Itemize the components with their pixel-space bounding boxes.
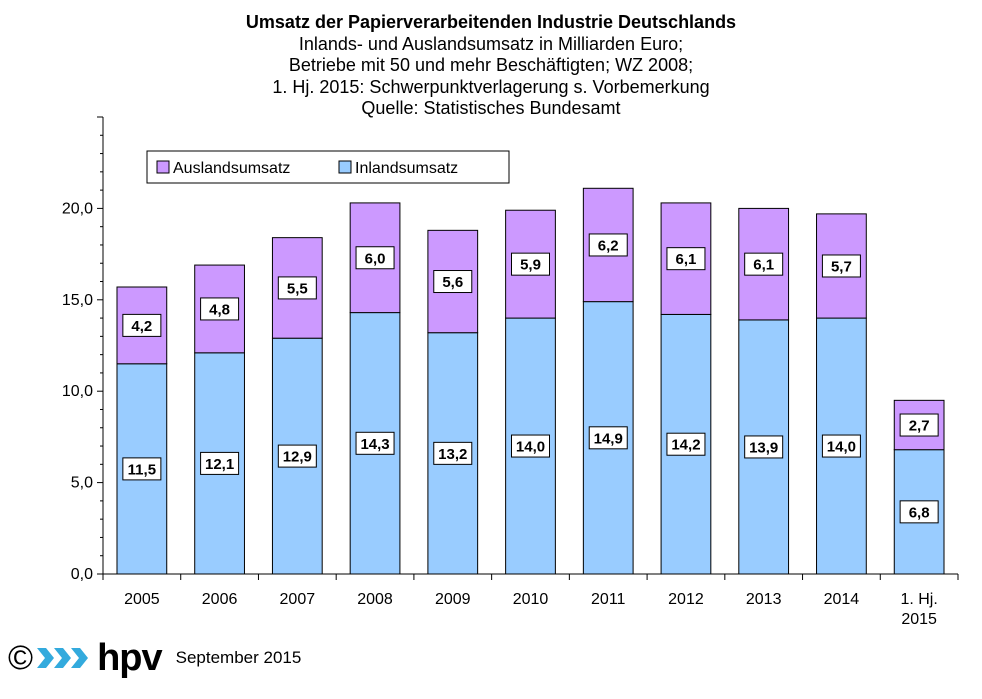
chart-titles: Umsatz der Papierverarbeitenden Industri… bbox=[0, 12, 982, 120]
value-label-inlandsumsatz-box bbox=[200, 451, 240, 475]
x-category-label: 2005 bbox=[124, 591, 160, 608]
stacked-bar-chart: 0,0 5,0 10,0 15,0 20,0 11,5 4,2 2005 12,1 4,8 2006… bbox=[62, 116, 959, 628]
value-label-inlandsumsatz-box bbox=[821, 434, 861, 458]
value-label-auslandsumsatz-box bbox=[433, 270, 473, 294]
hpv-logo-arrows-icon bbox=[37, 648, 89, 668]
value-label-auslandsumsatz: 4,8 bbox=[209, 301, 230, 318]
y-tick-label: 0,0 bbox=[71, 566, 93, 583]
legend-label-inlandsumsatz: Inlandsumsatz bbox=[355, 160, 458, 177]
value-label-inlandsumsatz-box bbox=[588, 426, 628, 450]
hpv-logo-text: hpv bbox=[97, 637, 163, 679]
x-category-label: 2007 bbox=[280, 591, 316, 608]
value-label-auslandsumsatz-box bbox=[277, 276, 317, 300]
value-label-inlandsumsatz-box bbox=[744, 435, 784, 459]
footer: © hpv September 2015 bbox=[8, 632, 301, 684]
value-label-auslandsumsatz-box bbox=[122, 313, 162, 337]
value-label-inlandsumsatz-box bbox=[433, 441, 473, 465]
value-label-inlandsumsatz: 14,0 bbox=[827, 439, 856, 456]
copyright-icon: © bbox=[8, 639, 34, 677]
x-category-label: 2011 bbox=[591, 591, 626, 608]
value-label-auslandsumsatz: 5,9 bbox=[520, 257, 541, 274]
x-category-label: 2014 bbox=[824, 591, 860, 608]
y-tick-label: 15,0 bbox=[62, 292, 93, 309]
value-label-auslandsumsatz-box bbox=[744, 252, 784, 276]
value-label-inlandsumsatz: 6,8 bbox=[909, 504, 930, 521]
value-label-inlandsumsatz-box bbox=[899, 500, 939, 524]
chart-subtitle-line-1: Inlands- und Auslandsumsatz in Milliarde… bbox=[298, 33, 684, 54]
x-category-label: 2008 bbox=[357, 591, 393, 608]
legend: Auslandsumsatz Inlandsumsatz bbox=[146, 150, 510, 184]
footer-date: September 2015 bbox=[175, 648, 302, 667]
logo-chevron-shape bbox=[71, 648, 89, 668]
logo-chevron-shape bbox=[54, 648, 72, 668]
chart-title: Umsatz der Papierverarbeitenden Industri… bbox=[245, 12, 737, 32]
legend-swatch-auslandsumsatz bbox=[156, 160, 170, 174]
value-label-inlandsumsatz-box bbox=[666, 432, 706, 456]
value-label-inlandsumsatz: 14,3 bbox=[360, 436, 389, 453]
y-tick-label: 10,0 bbox=[62, 383, 93, 400]
chart-subtitle-line-3: 1. Hj. 2015: Schwerpunktverlagerung s. V… bbox=[272, 76, 710, 97]
value-label-inlandsumsatz-box bbox=[511, 434, 550, 458]
value-label-inlandsumsatz-box bbox=[122, 457, 162, 481]
value-label-auslandsumsatz: 4,2 bbox=[131, 318, 152, 335]
value-label-inlandsumsatz: 14,9 bbox=[594, 430, 623, 447]
value-label-auslandsumsatz: 2,7 bbox=[909, 418, 930, 435]
y-tick-label: 5,0 bbox=[71, 475, 93, 492]
legend-label-auslandsumsatz: Auslandsumsatz bbox=[173, 160, 290, 177]
value-label-auslandsumsatz: 6,1 bbox=[676, 251, 697, 268]
value-label-inlandsumsatz: 13,9 bbox=[749, 439, 778, 456]
logo-chevron-shape bbox=[37, 648, 55, 668]
value-label-auslandsumsatz-box bbox=[666, 247, 706, 271]
value-label-auslandsumsatz: 5,5 bbox=[287, 280, 308, 297]
value-label-auslandsumsatz: 6,2 bbox=[598, 237, 619, 254]
value-label-inlandsumsatz: 11,5 bbox=[128, 461, 156, 478]
x-category-label: 2015 bbox=[901, 611, 937, 628]
value-label-auslandsumsatz-box bbox=[511, 252, 550, 276]
value-label-inlandsumsatz: 14,0 bbox=[516, 439, 545, 456]
x-category-label: 2010 bbox=[513, 591, 549, 608]
x-category-label: 2006 bbox=[202, 591, 238, 608]
chart-subtitle-line-4: Quelle: Statistisches Bundesamt bbox=[361, 98, 621, 119]
value-label-auslandsumsatz: 5,6 bbox=[442, 274, 463, 291]
legend-swatch-inlandsumsatz bbox=[338, 160, 352, 174]
value-label-auslandsumsatz: 6,1 bbox=[753, 257, 774, 274]
value-label-auslandsumsatz-box bbox=[821, 254, 861, 278]
y-tick-label: 20,0 bbox=[62, 200, 93, 217]
value-label-auslandsumsatz-box bbox=[899, 413, 939, 437]
value-label-auslandsumsatz-box bbox=[200, 297, 240, 321]
chart-subtitle-line-2: Betriebe mit 50 und mehr Beschäftigten; … bbox=[288, 55, 694, 76]
x-category-label: 2013 bbox=[746, 591, 782, 608]
value-label-auslandsumsatz: 6,0 bbox=[365, 250, 386, 267]
value-label-inlandsumsatz-box bbox=[355, 431, 395, 455]
value-label-inlandsumsatz-box bbox=[277, 444, 317, 468]
value-label-inlandsumsatz: 13,2 bbox=[438, 446, 467, 463]
legend-box bbox=[146, 150, 510, 184]
value-label-auslandsumsatz-box bbox=[588, 233, 628, 257]
value-label-inlandsumsatz: 12,9 bbox=[283, 449, 312, 466]
value-label-inlandsumsatz: 14,2 bbox=[671, 437, 700, 454]
x-category-label: 1. Hj. bbox=[900, 591, 937, 608]
value-label-inlandsumsatz: 12,1 bbox=[205, 456, 234, 473]
value-label-auslandsumsatz-box bbox=[355, 246, 395, 270]
value-label-auslandsumsatz: 5,7 bbox=[831, 258, 852, 275]
x-category-label: 2012 bbox=[668, 591, 704, 608]
x-category-label: 2009 bbox=[435, 591, 471, 608]
